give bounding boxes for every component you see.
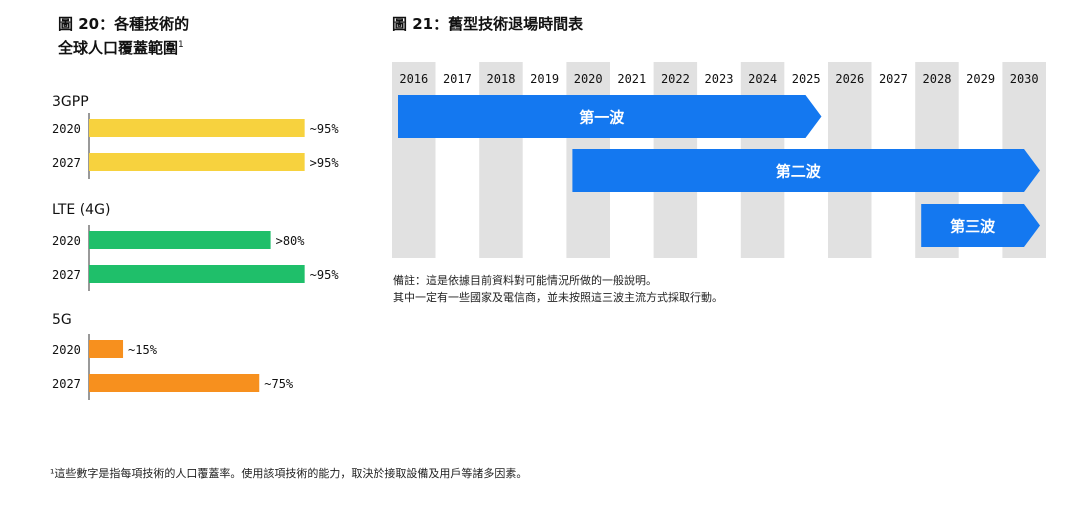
retirement-timeline-chart: 2016 2017 2018 2019 2020 2021 2022 2023 2024 2025… — [392, 62, 1046, 258]
coverage-bar-chart: 3GPP 2020 ~95% 2027 >95% LTE (4G) 2020 >80% 2027… — [52, 94, 340, 400]
year-tick-label: 2029 — [966, 72, 995, 86]
group-label: LTE (4G) — [52, 202, 110, 218]
figure-21-title: 圖 21：舊型技術退場時間表 — [392, 15, 584, 33]
figure-20-title-text: 全球人口覆蓋範圍 — [58, 39, 179, 57]
year-column — [392, 62, 436, 258]
year-tick-label: 2026 — [835, 72, 864, 86]
year-tick-label: 2023 — [705, 72, 734, 86]
year-label: 2027 — [52, 377, 81, 391]
bar — [89, 374, 260, 392]
note-line-2: 其中一定有一些國家及電信商，並未按照這三波主流方式採取行動。 — [393, 291, 723, 304]
wave-label: 第一波 — [579, 109, 625, 127]
year-tick-label: 2020 — [574, 72, 603, 86]
year-label: 2020 — [52, 122, 81, 136]
figure-20-title-line1: 圖 20：各種技術的 — [58, 15, 190, 33]
year-label: 2020 — [52, 234, 81, 248]
year-tick-label: 2018 — [487, 72, 516, 86]
value-label: ~15% — [128, 343, 158, 357]
year-column — [522, 62, 567, 258]
figure-20-title: 圖 20：各種技術的 全球人口覆蓋範圍1 — [58, 14, 189, 59]
year-tick-label: 2027 — [879, 72, 908, 86]
year-label: 2020 — [52, 343, 81, 357]
year-tick-label: 2022 — [661, 72, 690, 86]
group-label: 3GPP — [52, 94, 89, 110]
wave-label: 第三波 — [950, 218, 996, 236]
footnote: ¹這些數字是指每項技術的人口覆蓋率。使用該項技術的能力，取決於接取設備及用戶等諸… — [50, 467, 528, 480]
year-column — [435, 62, 480, 258]
year-tick-label: 2030 — [1010, 72, 1039, 86]
value-label: >80% — [276, 234, 306, 248]
year-tick-label: 2024 — [748, 72, 777, 86]
bar — [89, 265, 305, 283]
chart-note: 備註：這是依據目前資料對可能情況所做的一般說明。 其中一定有一些國家及電信商，並… — [393, 272, 723, 306]
wave-arrow — [398, 95, 822, 138]
wave-arrow — [921, 204, 1040, 247]
year-tick-label: 2021 — [617, 72, 646, 86]
year-tick-label: 2017 — [443, 72, 472, 86]
note-line-1: 備註：這是依據目前資料對可能情況所做的一般說明。 — [393, 274, 657, 287]
year-label: 2027 — [52, 156, 81, 170]
value-label: ~75% — [264, 377, 294, 391]
bar — [89, 119, 305, 137]
group-label: 5G — [52, 312, 72, 328]
value-label: ~95% — [310, 268, 340, 282]
footnote-marker: 1 — [178, 40, 184, 50]
year-tick-label: 2016 — [399, 72, 428, 86]
year-tick-label: 2025 — [792, 72, 821, 86]
bar — [89, 231, 271, 249]
wave-arrow — [572, 149, 1040, 192]
wave-label: 第二波 — [776, 163, 822, 181]
year-label: 2027 — [52, 268, 81, 282]
figure-20-title-line2: 全球人口覆蓋範圍1 — [58, 35, 189, 59]
year-tick-label: 2019 — [530, 72, 559, 86]
year-column — [479, 62, 523, 258]
value-label: ~95% — [310, 122, 340, 136]
bar — [89, 340, 124, 358]
year-tick-label: 2028 — [923, 72, 952, 86]
bar — [89, 153, 305, 171]
value-label: >95% — [310, 156, 340, 170]
